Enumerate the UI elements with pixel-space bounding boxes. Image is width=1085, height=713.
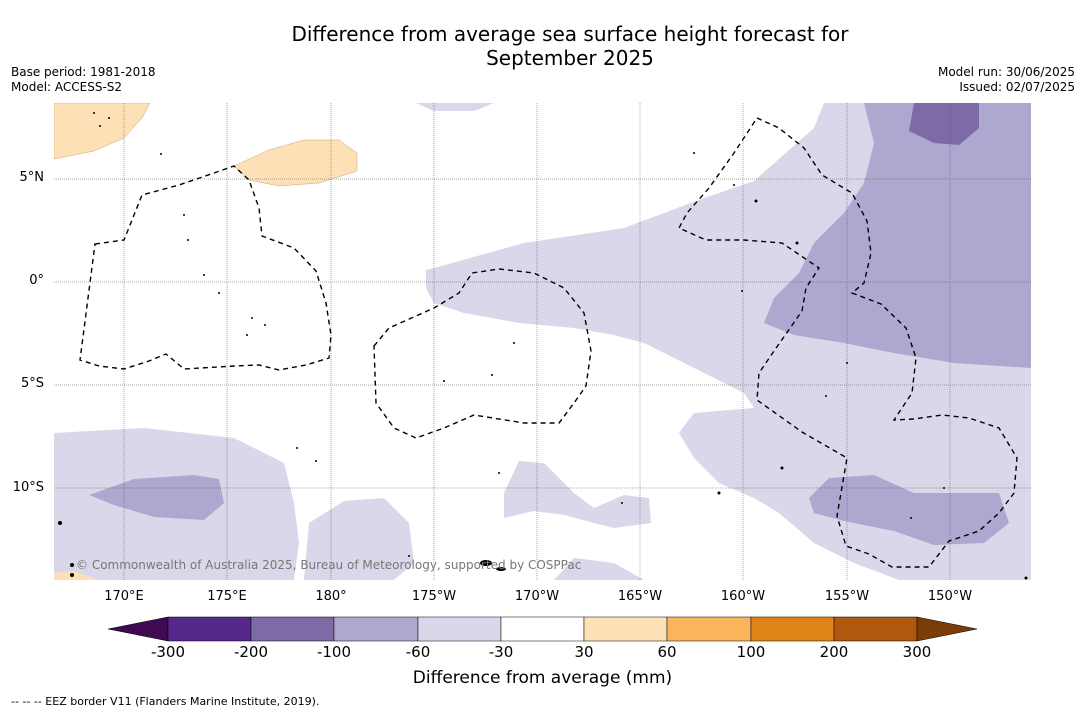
anomaly-region-medium-3 <box>809 475 1009 545</box>
lon-label-170e: 170°E <box>104 589 144 604</box>
anomaly-region-medium-2 <box>89 475 224 520</box>
lon-label-180: 180° <box>315 589 347 604</box>
meta-left: Base period: 1981-2018 Model: ACCESS-S2 <box>11 65 156 95</box>
colorbar-bin-6 <box>583 616 668 642</box>
colorbar-bin-3 <box>333 616 419 642</box>
meta-right: Model run: 30/06/2025 Issued: 02/07/2025 <box>938 65 1075 95</box>
colorbar-bin-1 <box>167 616 252 642</box>
anomaly-region-light-2 <box>416 103 494 111</box>
colorbar-extend-right <box>916 616 978 642</box>
anomaly-region-positive-1 <box>54 103 151 160</box>
title-line-2: September 2025 <box>486 46 654 70</box>
lon-label-150w: 150°W <box>927 589 973 604</box>
lon-label-170w: 170°W <box>514 589 560 604</box>
lat-label-5n: 5°N <box>19 170 45 185</box>
lat-label-10s: 10°S <box>12 480 44 495</box>
anomaly-region-medium-1 <box>764 103 1031 368</box>
colorbar-extend-left <box>108 616 169 642</box>
issued-date: Issued: 02/07/2025 <box>959 80 1075 94</box>
colorbar-bin-7 <box>666 616 752 642</box>
islands <box>58 112 1028 580</box>
sea-surface-map <box>54 103 1031 580</box>
eez-legend: -- -- -- EEZ border V11 (Flanders Marine… <box>11 695 320 708</box>
colorbar-tick: -300 <box>150 643 186 661</box>
colorbar-bin-8 <box>750 616 835 642</box>
colorbar-tick: 200 <box>819 643 849 661</box>
lon-label-160w: 160°W <box>720 589 766 604</box>
colorbar-tick: 60 <box>657 643 677 661</box>
colorbar-tick: -60 <box>405 643 431 661</box>
colorbar-tick: -30 <box>488 643 514 661</box>
title-line-1: Difference from average sea surface heig… <box>291 22 849 46</box>
model-run: Model run: 30/06/2025 <box>937 65 1075 79</box>
model-name: Model: ACCESS-S2 <box>11 80 123 94</box>
lon-label-165w: 165°W <box>617 589 663 604</box>
colorbar-bin-4 <box>417 616 502 642</box>
base-period: Base period: 1981-2018 <box>11 65 156 79</box>
colorbar-tick: -100 <box>316 643 352 661</box>
anomaly-region-positive-3 <box>54 571 99 580</box>
lat-label-5s: 5°S <box>20 376 44 391</box>
lon-label-175e: 175°E <box>207 589 247 604</box>
anomaly-region-positive-2 <box>233 139 358 187</box>
colorbar-bin-9 <box>833 616 918 642</box>
anomaly-region-light-4 <box>304 498 414 580</box>
lat-label-0: 0° <box>29 273 44 288</box>
copyright-credit: © Commonwealth of Australia 2025, Bureau… <box>76 558 582 572</box>
anomaly-region-light-6 <box>554 558 644 580</box>
colorbar <box>108 616 978 642</box>
eez-borders <box>79 117 1018 568</box>
anomaly-region-dark-1 <box>909 103 979 145</box>
colorbar-tick: 30 <box>574 643 594 661</box>
map-title: Difference from average sea surface heig… <box>0 22 1085 70</box>
colorbar-bin-5 <box>500 616 585 642</box>
anomaly-region-light-5 <box>504 461 651 528</box>
colorbar-tick: 100 <box>736 643 766 661</box>
colorbar-title: Difference from average (mm) <box>412 668 673 688</box>
lon-label-155w: 155°W <box>824 589 870 604</box>
colorbar-tick: -200 <box>233 643 269 661</box>
lon-label-175w: 175°W <box>411 589 457 604</box>
colorbar-bin-2 <box>250 616 335 642</box>
colorbar-tick: 300 <box>902 643 932 661</box>
